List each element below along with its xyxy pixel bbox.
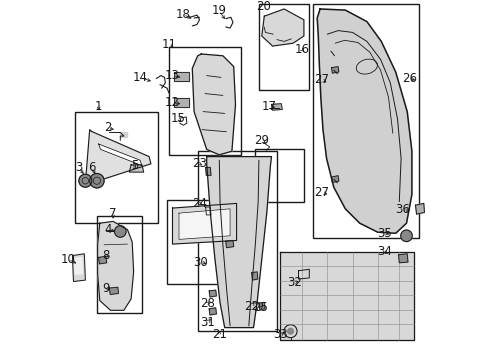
Polygon shape [174, 98, 188, 107]
Bar [97, 216, 142, 313]
Text: 21: 21 [211, 328, 226, 341]
Polygon shape [120, 132, 127, 137]
Text: 33: 33 [273, 328, 287, 341]
Bar [197, 151, 276, 331]
Text: 20: 20 [255, 0, 270, 13]
Text: 10: 10 [61, 253, 75, 266]
Bar [312, 4, 418, 238]
Text: 12: 12 [164, 96, 180, 109]
Polygon shape [172, 203, 236, 244]
Text: 32: 32 [286, 276, 301, 289]
Text: 34: 34 [376, 246, 391, 258]
Polygon shape [225, 240, 233, 248]
Polygon shape [98, 221, 133, 310]
Polygon shape [129, 165, 143, 172]
Circle shape [400, 230, 411, 242]
Text: 19: 19 [211, 4, 226, 17]
Text: 6: 6 [87, 161, 95, 174]
Text: 35: 35 [376, 227, 391, 240]
Text: 13: 13 [165, 69, 180, 82]
Polygon shape [331, 176, 338, 183]
Text: 22: 22 [244, 300, 259, 312]
Text: 18: 18 [176, 8, 190, 21]
Polygon shape [174, 72, 188, 81]
Polygon shape [279, 252, 413, 340]
Polygon shape [209, 308, 216, 315]
Polygon shape [86, 130, 151, 182]
Text: 29: 29 [254, 134, 269, 147]
Text: 31: 31 [200, 316, 215, 329]
Bar [167, 200, 241, 284]
Text: 14: 14 [132, 71, 147, 84]
Text: 2: 2 [104, 121, 111, 134]
Polygon shape [317, 9, 411, 233]
Polygon shape [179, 209, 230, 239]
Polygon shape [206, 157, 271, 328]
Bar [168, 47, 241, 155]
Text: 26: 26 [401, 72, 416, 85]
Text: 17: 17 [261, 100, 276, 113]
Text: 16: 16 [294, 43, 309, 56]
Polygon shape [209, 290, 216, 297]
Text: 24: 24 [192, 197, 206, 210]
Text: 9: 9 [102, 282, 109, 294]
Circle shape [79, 174, 92, 187]
Text: 27: 27 [314, 186, 329, 199]
Polygon shape [261, 9, 303, 46]
Polygon shape [205, 167, 211, 175]
Text: 5: 5 [131, 159, 138, 172]
Bar [255, 149, 303, 202]
Polygon shape [271, 104, 282, 110]
Circle shape [89, 174, 104, 188]
Text: 4: 4 [104, 223, 111, 236]
Text: 25: 25 [253, 301, 267, 314]
Text: 28: 28 [200, 297, 215, 310]
Polygon shape [109, 287, 118, 294]
Polygon shape [415, 203, 424, 214]
Text: 30: 30 [193, 256, 207, 269]
Polygon shape [331, 67, 338, 73]
Polygon shape [72, 254, 85, 282]
Circle shape [114, 226, 126, 237]
Polygon shape [251, 272, 257, 280]
Text: 3: 3 [75, 161, 82, 174]
Circle shape [287, 328, 293, 334]
Polygon shape [398, 254, 407, 263]
Text: 27: 27 [314, 73, 329, 86]
Text: 8: 8 [102, 249, 109, 262]
Text: 1: 1 [95, 100, 102, 113]
Text: 7: 7 [109, 207, 117, 220]
Text: 36: 36 [395, 203, 409, 216]
Text: 23: 23 [192, 157, 206, 170]
Polygon shape [75, 257, 82, 274]
Polygon shape [258, 302, 264, 310]
Polygon shape [99, 144, 142, 166]
Polygon shape [192, 54, 235, 155]
Text: 11: 11 [161, 39, 176, 51]
Bar [258, 4, 309, 90]
Polygon shape [205, 207, 211, 215]
Text: 15: 15 [170, 112, 185, 125]
Bar [75, 112, 158, 223]
Polygon shape [99, 256, 106, 264]
